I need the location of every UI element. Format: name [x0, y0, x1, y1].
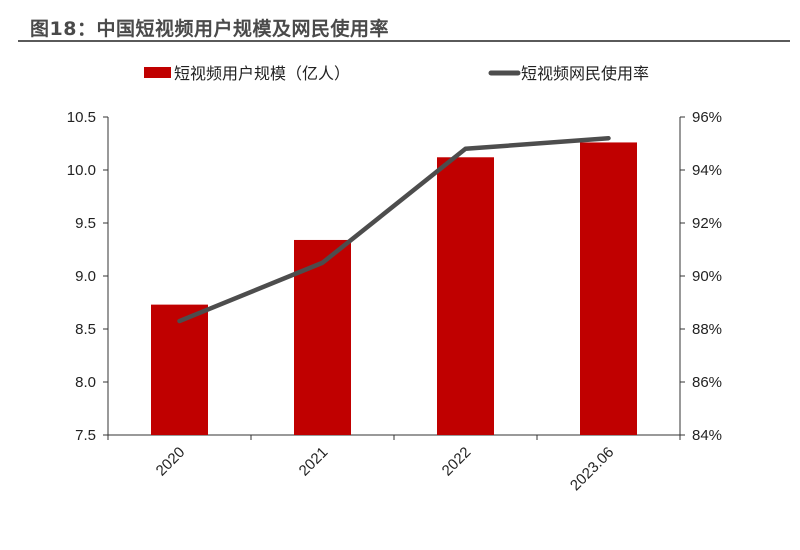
right-tick-label: 86% [692, 374, 722, 391]
legend-swatch-bar [144, 67, 171, 78]
left-tick-label: 9.5 [75, 215, 96, 232]
left-tick-label: 8.0 [75, 374, 96, 391]
legend: 短视频用户规模（亿人） 短视频网民使用率 [144, 64, 649, 83]
usage-rate-line [177, 135, 611, 324]
right-tick-label: 94% [692, 162, 722, 179]
left-tick-label: 10.0 [67, 162, 96, 179]
title-divider [18, 40, 790, 42]
bar-2022 [437, 157, 494, 435]
left-tick-label: 7.5 [75, 427, 96, 444]
x-tick-label: 2022 [439, 444, 475, 480]
x-tick-label: 2021 [296, 444, 332, 480]
right-tick-label: 96% [692, 109, 722, 126]
x-tick-label: 2023.06 [567, 444, 617, 494]
right-tick-label: 84% [692, 427, 722, 444]
bar-2020 [151, 304, 208, 435]
chart-title: 图18：中国短视频用户规模及网民使用率 [30, 18, 389, 40]
left-tick-label: 10.5 [67, 109, 96, 126]
right-tick-label: 88% [692, 321, 722, 338]
right-tick-label: 92% [692, 215, 722, 232]
x-tick-label: 2020 [153, 444, 189, 480]
left-tick-label: 8.5 [75, 321, 96, 338]
right-tick-label: 90% [692, 268, 722, 285]
left-tick-label: 9.0 [75, 268, 96, 285]
legend-label-bar: 短视频用户规模（亿人） [174, 64, 350, 83]
legend-label-line: 短视频网民使用率 [521, 64, 649, 83]
bar-2023.06 [580, 142, 637, 435]
